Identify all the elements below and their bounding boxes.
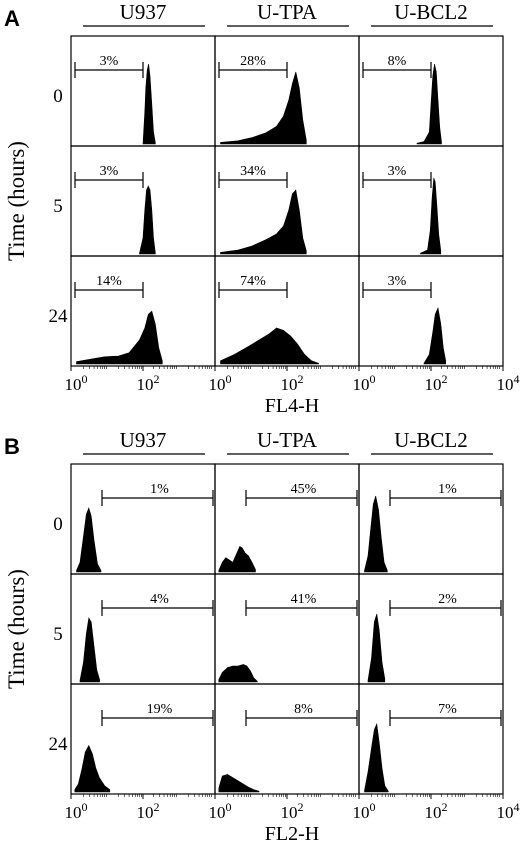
histogram-peak bbox=[76, 310, 163, 365]
x-tick-label: 102 bbox=[137, 372, 160, 394]
histogram-cell: 28% bbox=[214, 35, 360, 147]
gate-percentage: 45% bbox=[291, 482, 317, 497]
x-tick-label: 102 bbox=[137, 800, 160, 822]
x-tick-label: 102 bbox=[425, 800, 448, 822]
histogram-cell: 3% bbox=[70, 35, 216, 147]
x-tick-label: 102 bbox=[281, 372, 304, 394]
histogram-peak bbox=[218, 774, 260, 793]
histogram-cell: 1% bbox=[70, 463, 216, 575]
gate-percentage: 3% bbox=[388, 164, 407, 179]
row-label: 0 bbox=[53, 86, 63, 107]
gate-percentage: 3% bbox=[388, 274, 407, 289]
histogram-cell: 45% bbox=[214, 463, 360, 575]
histogram-peak bbox=[76, 507, 102, 573]
x-tick-label: 100 bbox=[353, 800, 376, 822]
histogram-peak bbox=[220, 327, 319, 365]
column-header: U937 bbox=[120, 0, 167, 24]
histogram-peak bbox=[139, 185, 156, 255]
gate-percentage: 14% bbox=[96, 274, 122, 289]
x-axis-label: FL4-H bbox=[265, 395, 319, 417]
x-tick-label: 100 bbox=[65, 800, 88, 822]
gate-percentage: 34% bbox=[240, 164, 266, 179]
gate-percentage: 8% bbox=[388, 54, 407, 69]
histogram-peak bbox=[423, 306, 446, 365]
column-header: U-BCL2 bbox=[394, 0, 468, 24]
column-header: U-BCL2 bbox=[394, 428, 468, 452]
histogram-peak bbox=[218, 664, 258, 683]
gate-percentage: 1% bbox=[150, 482, 169, 497]
histogram-cell: 19% bbox=[70, 683, 216, 795]
row-label: 0 bbox=[53, 514, 63, 535]
histogram-cell: 3% bbox=[358, 145, 504, 257]
histogram-peak bbox=[142, 63, 156, 145]
gate-percentage: 8% bbox=[294, 702, 313, 717]
gate-percentage: 1% bbox=[438, 482, 457, 497]
histogram-cell: 8% bbox=[214, 683, 360, 795]
gate-percentage: 7% bbox=[438, 702, 457, 717]
panel-b: B U937 U-TPA U-BCL2 Time (hours) 0 5 24 1% 45% 1% 4… bbox=[4, 428, 520, 845]
cell-border bbox=[70, 35, 216, 147]
histogram-cell: 2% bbox=[358, 573, 504, 685]
histogram-peak bbox=[364, 722, 389, 793]
histogram-cell: 41% bbox=[214, 573, 360, 685]
x-tick-label: 104 bbox=[497, 800, 520, 822]
row-label: 24 bbox=[49, 306, 69, 327]
gate-percentage: 3% bbox=[100, 164, 119, 179]
y-axis-label: Time (hours) bbox=[4, 569, 29, 689]
panel-letter: A bbox=[4, 6, 20, 31]
x-tick-label: 102 bbox=[281, 800, 304, 822]
x-tick-label: 102 bbox=[425, 372, 448, 394]
gate-percentage: 41% bbox=[291, 592, 317, 607]
histogram-cell: 7% bbox=[358, 683, 504, 795]
panel-letter: B bbox=[4, 434, 20, 459]
histogram-peak bbox=[220, 189, 307, 255]
row-label: 5 bbox=[53, 196, 63, 217]
x-tick-label: 100 bbox=[353, 372, 376, 394]
histogram-peak bbox=[220, 71, 307, 145]
histogram-peak bbox=[364, 495, 388, 573]
x-tick-label: 104 bbox=[497, 372, 520, 394]
gate-percentage: 4% bbox=[150, 592, 169, 607]
gate-percentage: 28% bbox=[240, 54, 266, 69]
histogram-cell: 3% bbox=[70, 145, 216, 257]
row-label: 5 bbox=[53, 624, 63, 645]
y-axis-label: Time (hours) bbox=[4, 141, 29, 261]
histogram-peak bbox=[367, 613, 386, 683]
histogram-peak bbox=[79, 617, 100, 683]
histogram-peak bbox=[218, 545, 256, 573]
histogram-cell: 3% bbox=[358, 255, 504, 367]
gate-percentage: 19% bbox=[147, 702, 173, 717]
histogram-cell: 8% bbox=[358, 35, 504, 147]
column-header: U-TPA bbox=[257, 0, 318, 24]
gate-percentage: 3% bbox=[100, 54, 119, 69]
histogram-cell: 74% bbox=[214, 255, 360, 367]
x-tick-label: 100 bbox=[65, 372, 88, 394]
x-tick-label: 100 bbox=[209, 800, 232, 822]
histogram-peak bbox=[74, 744, 111, 793]
histogram-cell: 14% bbox=[70, 255, 216, 367]
row-label: 24 bbox=[49, 734, 69, 755]
histogram-cell: 4% bbox=[70, 573, 216, 685]
x-axis-label: FL2-H bbox=[265, 823, 319, 845]
histogram-peak bbox=[416, 63, 442, 145]
gate-percentage: 74% bbox=[240, 274, 266, 289]
column-header: U937 bbox=[120, 428, 167, 452]
cell-border bbox=[214, 683, 360, 795]
column-header: U-TPA bbox=[257, 428, 318, 452]
panel-a: A U937 U-TPA U-BCL2 Time (hours) 0 5 24 3% 28% 8% 3… bbox=[4, 0, 520, 417]
gate-percentage: 2% bbox=[438, 592, 457, 607]
histogram-cell: 34% bbox=[214, 145, 360, 257]
x-tick-label: 100 bbox=[209, 372, 232, 394]
histogram-peak bbox=[420, 177, 442, 255]
histogram-cell: 1% bbox=[358, 463, 504, 575]
